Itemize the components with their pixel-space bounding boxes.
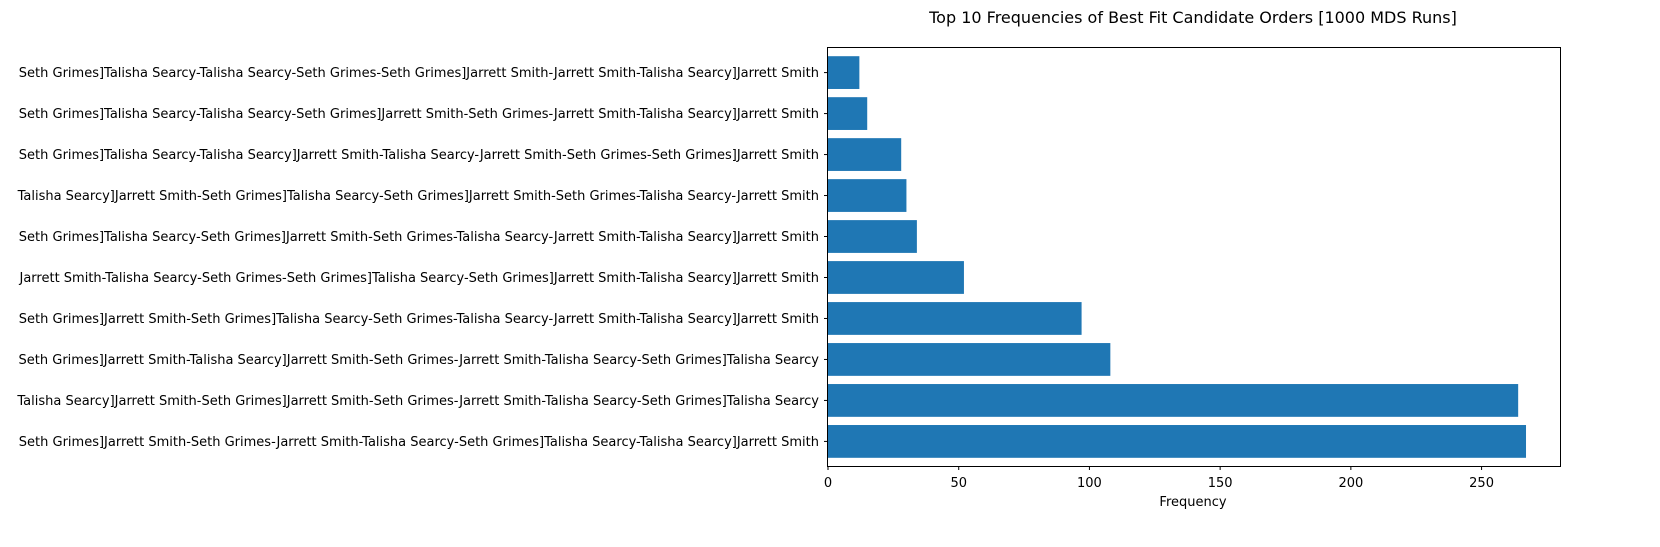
x-axis-label: Frequency <box>1159 495 1226 510</box>
bar-7 <box>828 179 907 212</box>
y-tick-label: Seth Grimes]Jarrett Smith-Talisha Searcy… <box>19 353 820 368</box>
x-tick-label: 250 <box>1469 476 1494 491</box>
y-tick-label: Seth Grimes]Talisha Searcy-Talisha Searc… <box>19 148 819 163</box>
x-axis: 0 50 100 150 200 250 <box>824 466 1494 491</box>
bar-9 <box>828 97 868 130</box>
y-tick-label: Seth Grimes]Jarrett Smith-Seth Grimes-Ja… <box>19 435 819 450</box>
x-tick-label: 150 <box>1208 476 1233 491</box>
y-tick-label: Seth Grimes]Talisha Searcy-Seth Grimes]J… <box>19 230 819 245</box>
x-tick-label: 50 <box>950 476 967 491</box>
bar-2 <box>828 384 1519 417</box>
y-tick-label: Seth Grimes]Talisha Searcy-Talisha Searc… <box>19 107 819 122</box>
y-axis: Seth Grimes]Jarrett Smith-Seth Grimes-Ja… <box>16 66 828 450</box>
x-tick-label: 200 <box>1338 476 1363 491</box>
bar-3 <box>828 343 1111 376</box>
x-tick-label: 0 <box>824 476 832 491</box>
bar-10 <box>828 56 860 89</box>
bar-1 <box>828 425 1527 458</box>
bars-layer <box>828 56 1527 458</box>
y-tick-label: Jarrett Smith-Talisha Searcy-Seth Grimes… <box>19 271 820 286</box>
bar-5 <box>828 261 964 294</box>
bar-8 <box>828 138 902 171</box>
chart-title: Top 10 Frequencies of Best Fit Candidate… <box>928 8 1457 27</box>
y-tick-label: Seth Grimes]Jarrett Smith-Seth Grimes]Ta… <box>19 312 819 327</box>
bar-4 <box>828 302 1082 335</box>
y-tick-label: Seth Grimes]Talisha Searcy-Talisha Searc… <box>19 66 819 81</box>
plot-frame <box>827 47 1561 467</box>
bar-6 <box>828 220 917 253</box>
x-tick-label: 100 <box>1077 476 1102 491</box>
y-tick-label: Talisha Searcy]Jarrett Smith-Seth Grimes… <box>16 394 819 409</box>
y-tick-label: Talisha Searcy]Jarrett Smith-Seth Grimes… <box>17 189 819 204</box>
